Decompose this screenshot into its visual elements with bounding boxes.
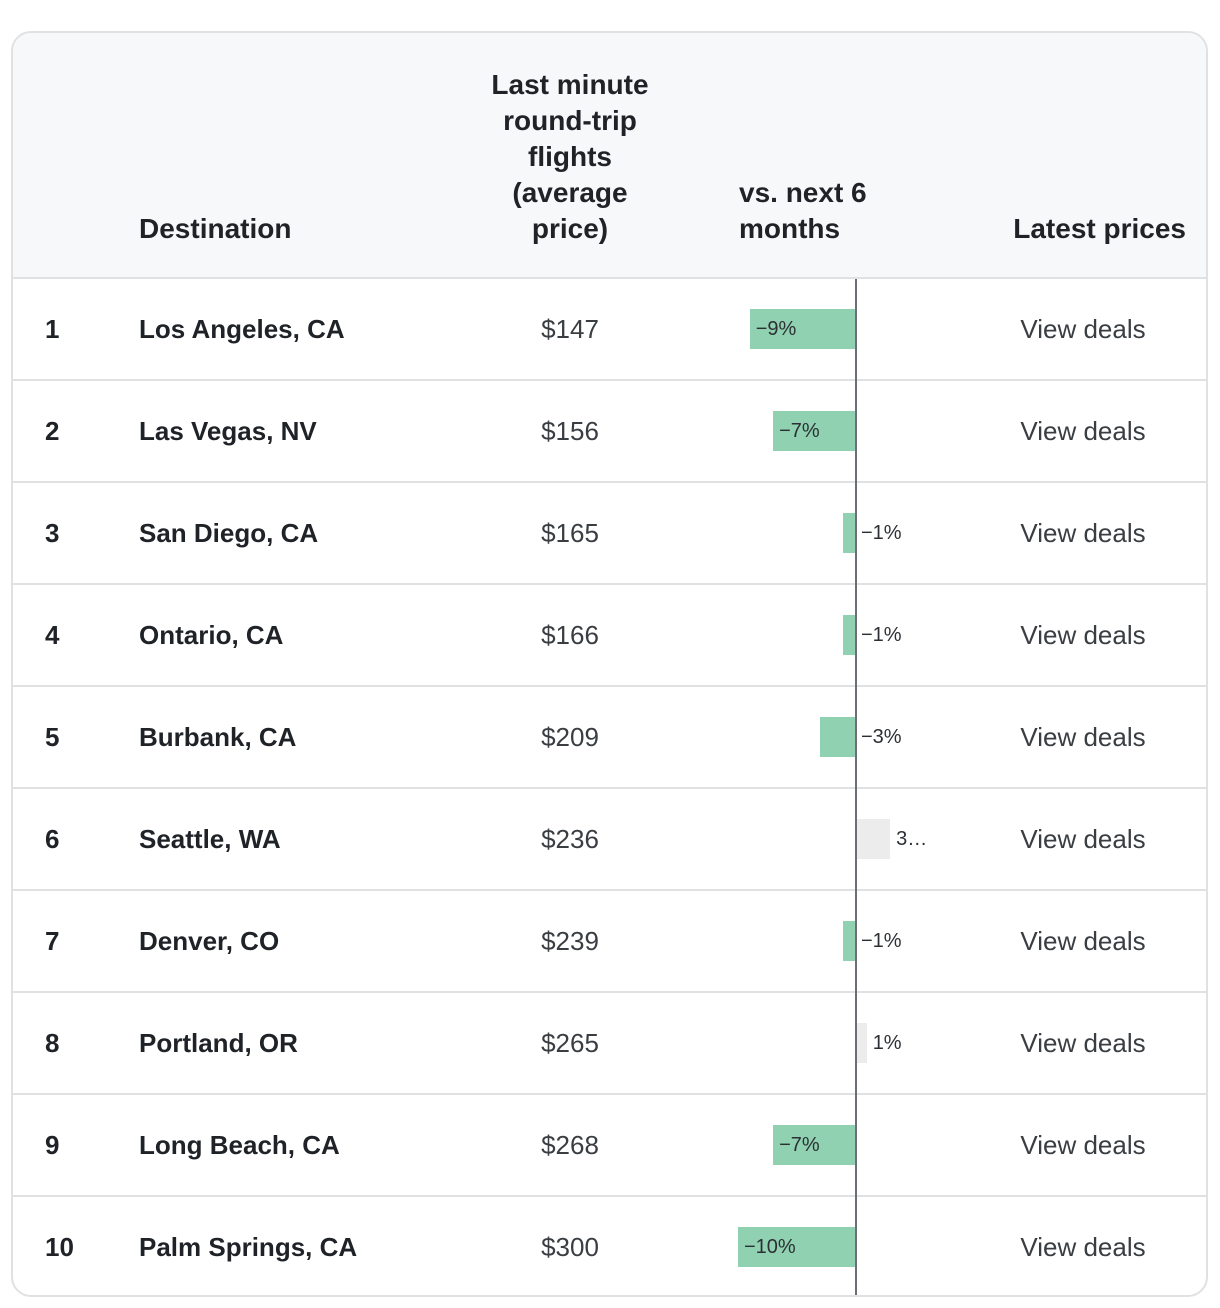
table-header: Destination Last minute round-trip fligh… — [13, 33, 1206, 279]
view-deals-link[interactable]: View deals — [1020, 620, 1146, 650]
change-bar — [855, 819, 891, 859]
rank-number: 5 — [45, 722, 60, 752]
average-price: $239 — [541, 926, 599, 956]
rank-number: 2 — [45, 416, 60, 446]
table-row: 1 Los Angeles, CA $147 −9% View deals — [13, 279, 1206, 381]
table-row: 5 Burbank, CA $209 −3% View deals — [13, 687, 1206, 789]
header-price-line: Last minute — [491, 69, 649, 100]
change-percent-label: −10% — [744, 1236, 796, 1258]
header-price-line: (average — [512, 177, 628, 208]
change-percent-label: 1% — [872, 1032, 902, 1054]
table-row: 6 Seattle, WA $236 3… View deals — [13, 789, 1206, 891]
rank-number: 3 — [45, 518, 60, 548]
destination-name: San Diego, CA — [139, 518, 319, 548]
destination-name: Ontario, CA — [139, 620, 284, 650]
table-row: 10 Palm Springs, CA $300 −10% View deals — [13, 1197, 1206, 1295]
table-row: 9 Long Beach, CA $268 −7% View deals — [13, 1095, 1206, 1197]
rank-number: 9 — [45, 1130, 60, 1160]
change-percent-label: −7% — [779, 1134, 820, 1156]
change-percent-label: −7% — [779, 420, 820, 442]
average-price: $265 — [541, 1028, 599, 1058]
header-change: vs. next 6 months — [739, 175, 899, 247]
change-percent-label: −1% — [861, 522, 902, 544]
table-row: 2 Las Vegas, NV $156 −7% View deals — [13, 381, 1206, 483]
view-deals-link[interactable]: View deals — [1020, 824, 1146, 854]
average-price: $165 — [541, 518, 599, 548]
rank-number: 8 — [45, 1028, 60, 1058]
destination-name: Burbank, CA — [139, 722, 297, 752]
change-bar — [773, 1125, 855, 1165]
change-bar — [819, 717, 855, 757]
change-bar — [843, 921, 855, 961]
header-price: Last minute round-trip flights (average … — [475, 67, 665, 247]
average-price: $147 — [541, 314, 599, 344]
view-deals-link[interactable]: View deals — [1020, 314, 1146, 344]
change-percent-label: −3% — [861, 726, 902, 748]
average-price: $268 — [541, 1130, 599, 1160]
change-percent-label: −1% — [861, 930, 902, 952]
change-zero-axis — [855, 279, 857, 1295]
table-row: 3 San Diego, CA $165 −1% View deals — [13, 483, 1206, 585]
change-percent-label: 3… — [896, 828, 928, 850]
rank-number: 4 — [45, 620, 60, 650]
rank-number: 10 — [45, 1232, 74, 1262]
header-change-line: vs. next 6 — [739, 177, 867, 208]
change-bar — [843, 513, 855, 553]
table-row: 4 Ontario, CA $166 −1% View deals — [13, 585, 1206, 687]
destination-name: Los Angeles, CA — [139, 314, 345, 344]
view-deals-link[interactable]: View deals — [1020, 722, 1146, 752]
average-price: $209 — [541, 722, 599, 752]
flights-price-table: Destination Last minute round-trip fligh… — [11, 31, 1208, 1297]
rank-number: 6 — [45, 824, 60, 854]
change-bar — [749, 309, 855, 349]
view-deals-link[interactable]: View deals — [1020, 518, 1146, 548]
header-price-line: flights — [528, 141, 612, 172]
change-bar — [843, 615, 855, 655]
average-price: $236 — [541, 824, 599, 854]
change-percent-label: −9% — [755, 318, 797, 340]
rank-number: 7 — [45, 926, 60, 956]
view-deals-link[interactable]: View deals — [1020, 926, 1146, 956]
view-deals-link[interactable]: View deals — [1020, 1028, 1146, 1058]
average-price: $166 — [541, 620, 599, 650]
view-deals-link[interactable]: View deals — [1020, 1232, 1146, 1262]
change-bar — [738, 1227, 855, 1267]
header-destination: Destination — [139, 213, 292, 244]
rank-number: 1 — [45, 314, 60, 344]
header-price-line: price) — [531, 213, 609, 244]
header-latest-prices: Latest prices — [1013, 213, 1186, 244]
change-percent-label: −1% — [861, 624, 902, 646]
header-change-line: months — [739, 213, 841, 244]
destination-name: Portland, OR — [139, 1028, 298, 1058]
destination-name: Seattle, WA — [139, 824, 281, 854]
destination-name: Denver, CO — [139, 926, 280, 956]
average-price: $156 — [541, 416, 599, 446]
table-row: 8 Portland, OR $265 1% View deals — [13, 993, 1206, 1095]
header-price-line: round-trip — [503, 105, 637, 136]
destination-name: Long Beach, CA — [139, 1130, 340, 1160]
view-deals-link[interactable]: View deals — [1020, 1130, 1146, 1160]
change-bar — [773, 411, 855, 451]
destination-name: Las Vegas, NV — [139, 416, 317, 446]
table-row: 7 Denver, CO $239 −1% View deals — [13, 891, 1206, 993]
average-price: $300 — [541, 1232, 599, 1262]
destination-name: Palm Springs, CA — [139, 1232, 358, 1262]
change-bar — [855, 1023, 867, 1063]
view-deals-link[interactable]: View deals — [1020, 416, 1146, 446]
